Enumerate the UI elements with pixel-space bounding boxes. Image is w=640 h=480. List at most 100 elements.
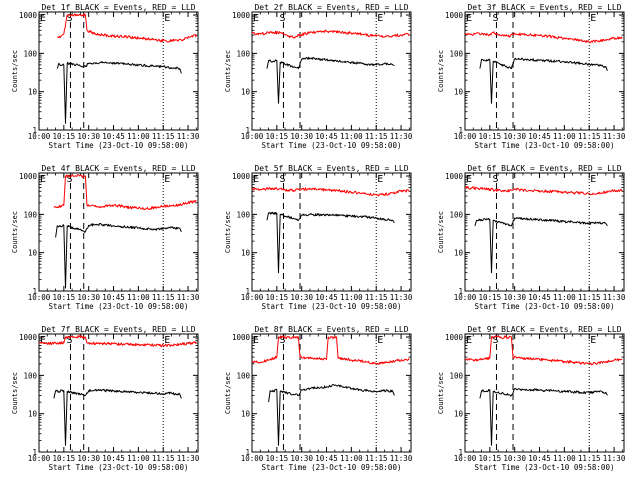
x-tick-label: 10:45 <box>528 454 551 463</box>
x-tick-label: 11:30 <box>390 454 413 463</box>
panel-title: Det 6f BLACK = Events, RED = LLD <box>467 164 621 173</box>
y-axis-label: Counts/sec <box>11 50 19 92</box>
marker-label: E <box>40 335 46 346</box>
x-tick-label: 10:45 <box>315 454 338 463</box>
x-axis-label: Start Time (23-Oct-10 09:58:00) <box>262 463 402 472</box>
events-series-line <box>266 211 395 274</box>
y-tick-label: 1 <box>32 126 37 135</box>
panel-det-3: Det 3f BLACK = Events, RED = LLD 1 10 100 10… <box>437 3 626 150</box>
panel-title: Det 4f BLACK = Events, RED = LLD <box>41 164 195 173</box>
x-tick-label: 10:45 <box>528 293 551 302</box>
y-tick-label: 1000 <box>232 11 251 20</box>
marker-label: E <box>164 335 170 346</box>
x-tick-label: 10:00 <box>454 293 477 302</box>
plot-frame <box>38 11 199 131</box>
x-tick-label: 10:15 <box>479 132 502 141</box>
x-tick-label: 11:15 <box>578 454 601 463</box>
marker-label: S <box>492 174 498 185</box>
lld-series-line <box>251 187 410 197</box>
x-tick-label: 10:15 <box>266 293 289 302</box>
marker-label: E <box>253 335 259 346</box>
x-tick-label: 11:30 <box>390 132 413 141</box>
y-tick-label: 100 <box>449 371 463 380</box>
y-axis-label: Counts/sec <box>437 372 445 414</box>
x-tick-label: 11:00 <box>127 132 150 141</box>
panel-det-9: Det 9f BLACK = Events, RED = LLD 1 10 100 10… <box>437 325 626 472</box>
x-tick-label: 11:15 <box>152 293 175 302</box>
events-series-line <box>53 388 182 446</box>
y-axis-label: Counts/sec <box>437 50 445 92</box>
x-tick-label: 11:00 <box>553 132 576 141</box>
panel-title: Det 7f BLACK = Events, RED = LLD <box>41 325 195 334</box>
panel-det-1: Det 1f BLACK = Events, RED = LLD 1 10 100 10… <box>11 3 200 150</box>
x-tick-label: 10:45 <box>102 454 125 463</box>
plot-frame <box>251 11 412 131</box>
y-tick-label: 1000 <box>232 333 251 342</box>
x-tick-label: 10:30 <box>290 293 313 302</box>
plot-frame <box>464 172 625 292</box>
panel-det-7: Det 7f BLACK = Events, RED = LLD 1 10 100 10… <box>11 325 200 472</box>
y-axis-label: Counts/sec <box>224 211 232 253</box>
x-axis-label: Start Time (23-Oct-10 09:58:00) <box>475 302 615 311</box>
y-tick-label: 1000 <box>445 172 464 181</box>
x-tick-label: 11:15 <box>365 454 388 463</box>
events-series-line <box>266 56 395 104</box>
y-tick-label: 10 <box>241 88 251 97</box>
plot-frame <box>464 333 625 453</box>
marker-label: S <box>492 13 498 24</box>
x-axis-label: Start Time (23-Oct-10 09:58:00) <box>262 302 402 311</box>
x-axis-label: Start Time (23-Oct-10 09:58:00) <box>262 141 402 150</box>
x-tick-label: 10:00 <box>241 454 264 463</box>
y-tick-label: 1000 <box>19 333 38 342</box>
x-tick-label: 10:30 <box>503 454 526 463</box>
x-tick-label: 10:15 <box>479 454 502 463</box>
x-tick-label: 10:15 <box>53 454 76 463</box>
events-series-line <box>55 223 182 289</box>
x-tick-label: 10:30 <box>77 132 100 141</box>
x-tick-label: 10:00 <box>28 293 51 302</box>
x-tick-label: 11:30 <box>177 293 200 302</box>
x-axis-label: Start Time (23-Oct-10 09:58:00) <box>49 302 189 311</box>
x-tick-label: 10:30 <box>290 454 313 463</box>
x-axis-label: Start Time (23-Oct-10 09:58:00) <box>49 141 189 150</box>
x-tick-label: 10:30 <box>290 132 313 141</box>
events-series-line <box>268 384 395 446</box>
marker-label: E <box>253 174 259 185</box>
marker-label: E <box>590 13 596 24</box>
x-tick-label: 11:15 <box>152 132 175 141</box>
x-tick-label: 11:30 <box>603 293 626 302</box>
y-tick-label: 10 <box>28 249 38 258</box>
x-tick-label: 10:15 <box>53 132 76 141</box>
x-tick-label: 10:45 <box>528 132 551 141</box>
y-tick-label: 100 <box>236 371 250 380</box>
panel-title: Det 5f BLACK = Events, RED = LLD <box>254 164 408 173</box>
plot-frame <box>38 172 199 292</box>
y-axis-label: Counts/sec <box>11 211 19 253</box>
y-tick-label: 10 <box>241 249 251 258</box>
marker-label: E <box>40 174 46 185</box>
panel-title: Det 3f BLACK = Events, RED = LLD <box>467 3 621 12</box>
marker-label: S <box>66 174 72 185</box>
x-tick-label: 10:00 <box>241 293 264 302</box>
y-tick-label: 1 <box>245 287 250 296</box>
events-series-line <box>479 388 608 446</box>
x-tick-label: 11:30 <box>390 293 413 302</box>
marker-label: S <box>279 174 285 185</box>
x-tick-label: 10:45 <box>102 293 125 302</box>
x-tick-label: 11:30 <box>177 454 200 463</box>
y-tick-label: 1 <box>245 126 250 135</box>
x-tick-label: 11:00 <box>553 293 576 302</box>
x-tick-label: 11:15 <box>152 454 175 463</box>
y-axis-label: Counts/sec <box>11 372 19 414</box>
x-tick-label: 10:00 <box>28 132 51 141</box>
x-tick-label: 11:00 <box>127 293 150 302</box>
marker-label: S <box>279 335 285 346</box>
plot-frame <box>38 333 199 453</box>
y-tick-label: 10 <box>28 88 38 97</box>
marker-label: E <box>377 174 383 185</box>
panel-det-6: Det 6f BLACK = Events, RED = LLD 1 10 100 10… <box>437 164 626 311</box>
y-tick-label: 1 <box>458 126 463 135</box>
x-tick-label: 10:15 <box>266 454 289 463</box>
x-tick-label: 11:15 <box>365 132 388 141</box>
x-axis-label: Start Time (23-Oct-10 09:58:00) <box>49 463 189 472</box>
